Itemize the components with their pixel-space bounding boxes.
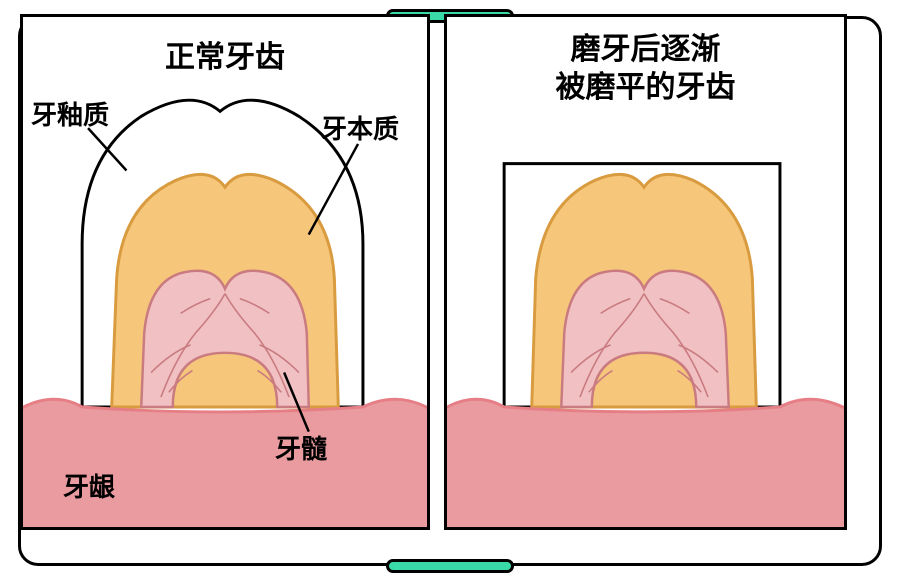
label-gum: 牙龈 <box>63 467 115 504</box>
title-worn: 磨牙后逐渐 被磨平的牙齿 <box>447 31 844 106</box>
panel-worn-tooth: 磨牙后逐渐 被磨平的牙齿 <box>444 14 847 530</box>
label-pulp: 牙髓 <box>275 429 327 466</box>
title-normal: 正常牙齿 <box>23 39 427 77</box>
normal-tooth-diagram <box>23 17 427 527</box>
gum-shape-worn <box>447 399 844 527</box>
label-dentin: 牙本质 <box>321 109 399 146</box>
panel-normal-tooth: 正常牙齿 牙釉质 牙本质 牙髓 牙龈 <box>20 14 430 530</box>
gum-shape <box>23 399 427 527</box>
label-enamel: 牙釉质 <box>31 95 109 132</box>
bottom-notch <box>386 559 514 573</box>
